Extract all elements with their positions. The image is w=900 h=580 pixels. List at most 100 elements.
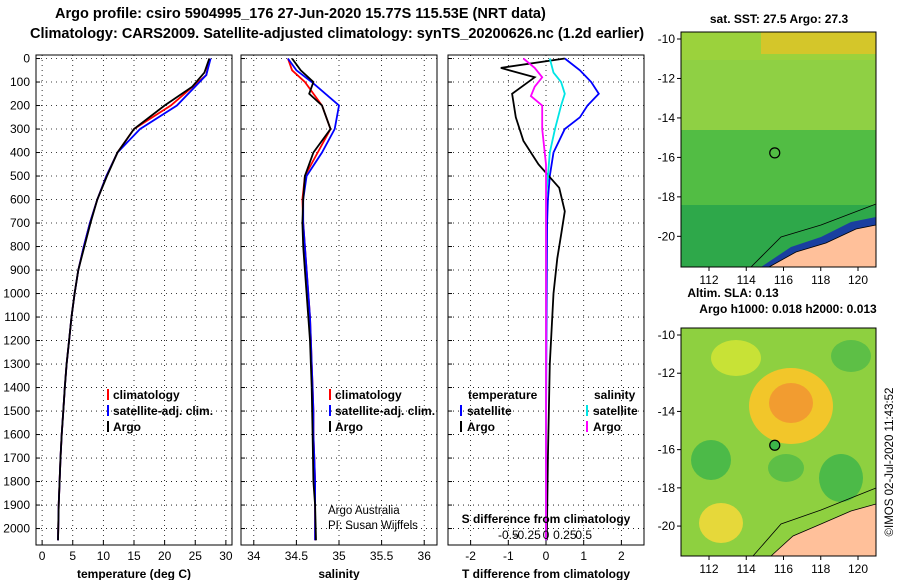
sst-lon-label: 112 bbox=[699, 273, 718, 287]
difference-legend-label: Argo bbox=[467, 420, 495, 434]
temperature-xtick-label: 25 bbox=[189, 549, 203, 563]
salinity-note-2: PI: Susan Wijffels bbox=[328, 520, 418, 532]
difference-legend-t-head: temperature bbox=[468, 388, 538, 402]
altim-lat-label: -10 bbox=[658, 328, 676, 342]
difference-s-tick-label: 0 bbox=[543, 528, 550, 542]
difference-series-s-satellite bbox=[545, 58, 566, 541]
salinity-xtick-label: 35 bbox=[332, 549, 346, 563]
depth-tick-label: 1800 bbox=[3, 475, 30, 489]
altim-isobath bbox=[752, 487, 877, 557]
depth-tick-label: 1100 bbox=[4, 310, 30, 324]
depth-tick-label: 100 bbox=[10, 75, 30, 89]
difference-series-argo bbox=[500, 57, 566, 541]
copyright-timestamp: ©IMOS 02-Jul-2020 11:43:52 bbox=[884, 388, 896, 537]
depth-tick-label: 200 bbox=[10, 99, 30, 113]
altim-map-frame bbox=[680, 327, 877, 557]
difference-s-tick-label: -0.25 bbox=[513, 528, 541, 542]
difference-series-s-argo bbox=[522, 57, 547, 541]
altim-lon-label: 120 bbox=[848, 562, 868, 576]
altim-lon-label: 116 bbox=[774, 562, 793, 576]
temperature-xtick-label: 10 bbox=[97, 549, 111, 563]
sst-lat-label: -14 bbox=[658, 111, 676, 125]
depth-tick-label: 700 bbox=[10, 216, 30, 230]
sst-lon-label: 114 bbox=[737, 273, 756, 287]
sst-map-frame bbox=[680, 31, 877, 268]
sst-lat-label: -16 bbox=[658, 150, 676, 164]
depth-tick-label: 1300 bbox=[3, 357, 30, 371]
depth-tick-label: 1400 bbox=[3, 381, 30, 395]
altim-map-title-1: Altim. SLA: 0.13 bbox=[687, 286, 779, 300]
depth-tick-label: 1200 bbox=[3, 334, 30, 348]
depth-tick-label: 1600 bbox=[3, 428, 30, 442]
temperature-xlabel: temperature (deg C) bbox=[77, 567, 191, 580]
altim-blob-1 bbox=[711, 340, 761, 376]
sst-float-marker bbox=[769, 147, 781, 159]
sst-map bbox=[677, 31, 877, 271]
depth-tick-label: 2000 bbox=[3, 522, 30, 536]
altim-map bbox=[677, 327, 877, 560]
difference-legend-label: satellite bbox=[467, 404, 512, 418]
altim-blob-2 bbox=[699, 503, 743, 543]
altim-lat-label: -16 bbox=[658, 443, 676, 457]
temperature-xtick-label: 5 bbox=[69, 549, 76, 563]
altim-lat-label: -18 bbox=[658, 481, 676, 495]
temperature-xtick-label: 15 bbox=[127, 549, 141, 563]
depth-tick-label: 900 bbox=[10, 263, 30, 277]
sst-lat-label: -20 bbox=[658, 229, 676, 243]
sst-band-mid bbox=[681, 60, 876, 130]
altim-lat-label: -14 bbox=[658, 404, 676, 418]
difference-legend-s-head: salinity bbox=[594, 388, 636, 402]
depth-tick-label: 1700 bbox=[3, 451, 30, 465]
sst-band-low bbox=[681, 130, 876, 205]
sst-lon-label: 116 bbox=[774, 273, 793, 287]
difference-xlabel: T difference from climatology bbox=[462, 567, 630, 580]
difference-xtick-label: -1 bbox=[503, 549, 514, 563]
altim-low-3 bbox=[768, 454, 804, 482]
temperature-legend-label: climatology bbox=[113, 388, 180, 402]
salinity-xtick-label: 35.5 bbox=[370, 549, 394, 563]
title-line-2: Climatology: CARS2009. Satellite-adjuste… bbox=[30, 26, 645, 42]
altim-map-title-2: Argo h1000: 0.018 h2000: 0.013 bbox=[699, 302, 877, 316]
altim-lat-label: -20 bbox=[658, 519, 676, 533]
salinity-xtick-label: 36 bbox=[418, 549, 432, 563]
temperature-series-argo bbox=[57, 58, 211, 541]
difference-s-tick-label: 0.25 bbox=[553, 528, 577, 542]
salinity-xtick-label: 34 bbox=[247, 549, 261, 563]
altim-lon-label: 112 bbox=[699, 562, 718, 576]
sst-lat-label: -12 bbox=[658, 71, 676, 85]
depth-tick-label: 600 bbox=[10, 193, 30, 207]
sst-lat-label: -18 bbox=[658, 190, 676, 204]
temperature-xtick-label: 20 bbox=[158, 549, 172, 563]
depth-tick-label: 1500 bbox=[3, 404, 30, 418]
altim-low-1 bbox=[831, 340, 871, 372]
temperature-xtick-label: 30 bbox=[219, 549, 233, 563]
temperature-legend-label: satellite-adj. clim. bbox=[113, 404, 213, 418]
difference-xtick-label: -2 bbox=[465, 549, 476, 563]
depth-tick-label: 0 bbox=[23, 52, 30, 66]
difference-s-axis-label: S difference from climatology bbox=[462, 512, 631, 526]
difference-s-tick-label: 0.5 bbox=[575, 528, 592, 542]
difference-legend-label: Argo bbox=[593, 420, 621, 434]
difference-xtick-label: 0 bbox=[543, 549, 550, 563]
sst-map-title: sat. SST: 27.5 Argo: 27.3 bbox=[710, 12, 849, 26]
sst-warm-ne bbox=[761, 32, 876, 54]
altim-low-2 bbox=[691, 440, 731, 480]
salinity-note-1: Argo Australia bbox=[328, 505, 400, 517]
altim-peak bbox=[769, 383, 813, 423]
depth-tick-label: 300 bbox=[10, 122, 30, 136]
difference-xtick-label: 1 bbox=[580, 549, 587, 563]
salinity-xlabel: salinity bbox=[318, 567, 360, 580]
sst-lon-label: 120 bbox=[848, 273, 868, 287]
title-line-1: Argo profile: csiro 5904995_176 27-Jun-2… bbox=[55, 6, 546, 22]
temperature-legend-label: Argo bbox=[113, 420, 141, 434]
altim-lat-label: -12 bbox=[658, 366, 676, 380]
sst-isobath bbox=[750, 203, 877, 268]
depth-tick-label: 1000 bbox=[3, 287, 30, 301]
depth-tick-label: 400 bbox=[10, 146, 30, 160]
salinity-series-satellite-adj--clim- bbox=[287, 57, 340, 541]
altim-float-marker bbox=[769, 439, 781, 451]
salinity-legend-label: Argo bbox=[335, 420, 363, 434]
salinity-xtick-label: 34.5 bbox=[285, 549, 309, 563]
depth-tick-label: 800 bbox=[10, 240, 30, 254]
